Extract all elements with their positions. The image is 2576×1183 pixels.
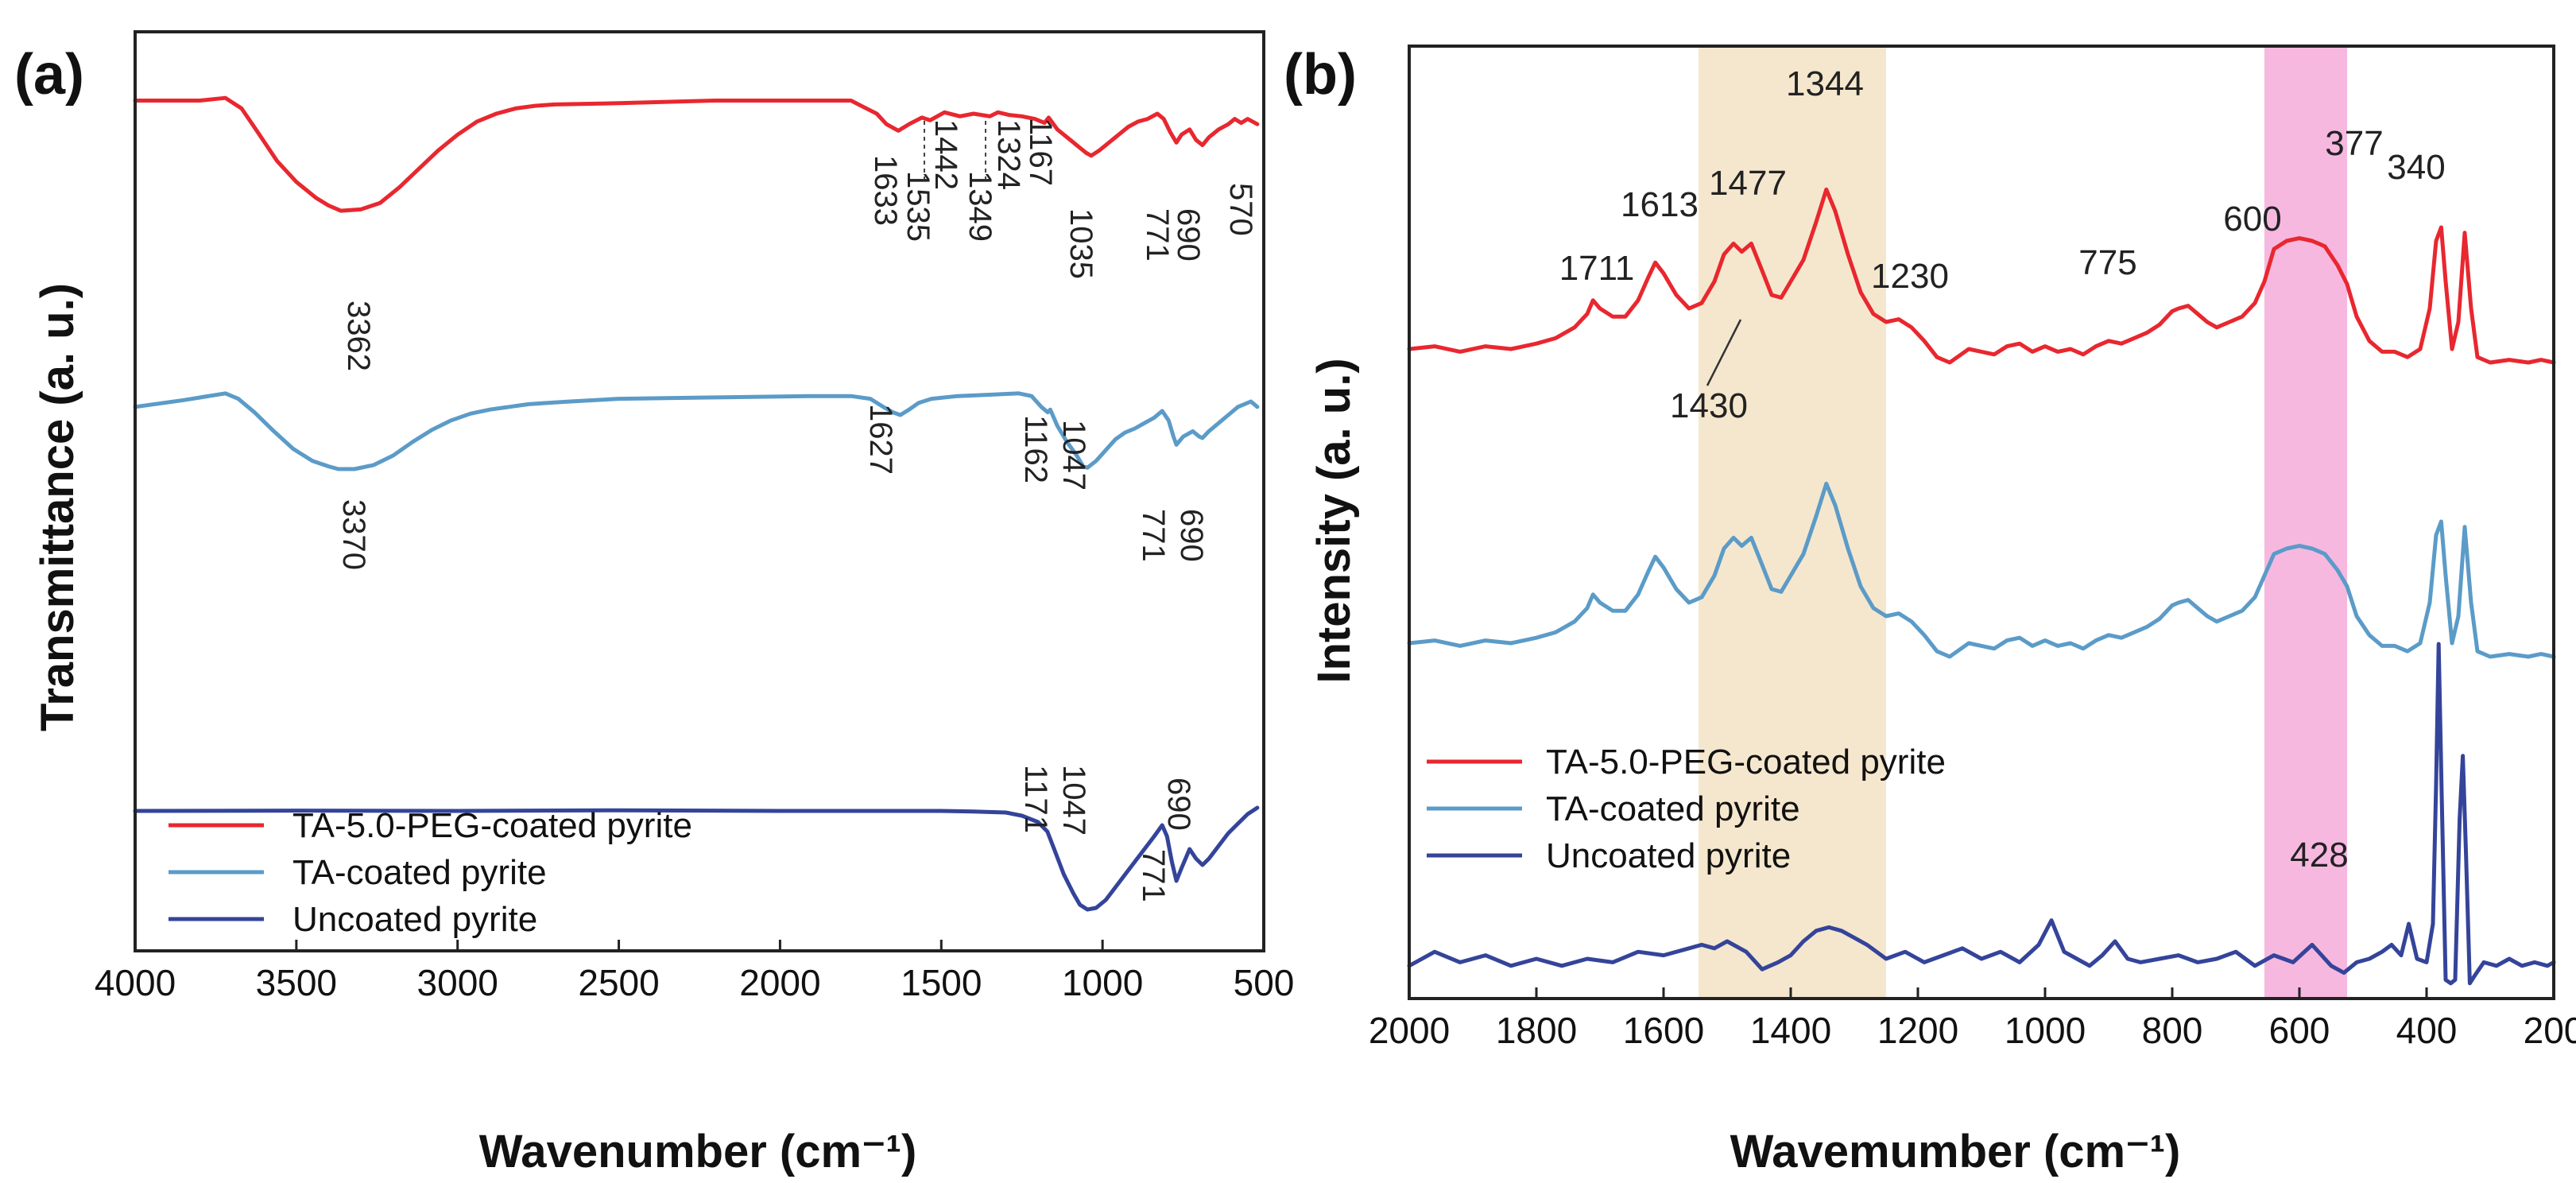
peak-label-b-600: 600 — [2223, 200, 2281, 239]
peak-label-a-uncoated-690: 690 — [1161, 778, 1196, 831]
peak-label-a-uncoated-771: 771 — [1136, 849, 1171, 902]
peak-label-a-ta-3370: 3370 — [336, 499, 371, 570]
panel-b-ticks-group: 2000 1800 1600 1400 1200 1000 800 600 400 200 — [1369, 987, 2576, 1051]
panel-a-peak-labels: 3362 1633 1535 1442 1349 1324 1167 1035 … — [336, 118, 1258, 902]
series-line-ta-coated-pyrite — [133, 391, 1260, 471]
panel-b-x-axis-title: Wavemumber (cm⁻¹) — [1730, 1126, 2181, 1177]
peak-label-a-peg-1633: 1633 — [868, 155, 903, 226]
peak-leader-b-1430 — [1706, 319, 1742, 386]
panel-b-highlight-bands — [1699, 48, 2347, 997]
peak-label-b-1711: 1711 — [1559, 249, 1635, 288]
peak-label-b-1477: 1477 — [1709, 164, 1787, 203]
legend-a-label-uncoated: Uncoated pyrite — [292, 900, 537, 939]
panel-b-plot-frame — [1408, 45, 2555, 1000]
x-tick-label: 1000 — [2005, 1010, 2086, 1051]
peak-label-a-peg-570: 570 — [1223, 183, 1258, 236]
panel-b-y-axis-title: Intensity (a. u.) — [1308, 358, 1360, 683]
x-tick-label: 2000 — [1369, 1010, 1450, 1051]
peak-label-a-peg-771: 771 — [1140, 208, 1175, 262]
peak-label-a-ta-771: 771 — [1136, 509, 1171, 562]
peak-label-a-peg-690: 690 — [1171, 208, 1206, 262]
x-tick-label: 200 — [2524, 1010, 2576, 1051]
legend-b-label-uncoated: Uncoated pyrite — [1546, 836, 1791, 875]
highlight-band-2 — [2264, 48, 2347, 997]
panel-b: (b) Intensity (a. u.) Wavemumber (cm⁻¹) … — [1284, 43, 2576, 1177]
panel-a-ticks-group: 4000 3500 3000 2500 2000 1500 1000 500 — [95, 940, 1295, 1003]
legend-b-label-ta: TA-coated pyrite — [1546, 789, 1800, 828]
peak-label-b-1613: 1613 — [1621, 185, 1699, 224]
panel-a-x-axis-title: Wavenumber (cm⁻¹) — [479, 1126, 917, 1177]
peak-label-b-1430: 1430 — [1670, 386, 1748, 425]
x-tick-label: 2000 — [739, 962, 820, 1003]
x-tick-label: 800 — [2142, 1010, 2203, 1051]
x-tick-label: 2500 — [578, 962, 659, 1003]
panel-b-series-group — [1407, 187, 2556, 986]
series-line-ta-5-0-peg-coated-pyrite — [1407, 187, 2556, 365]
legend-a-label-peg: TA-5.0-PEG-coated pyrite — [292, 806, 692, 845]
peak-label-a-uncoated-1047: 1047 — [1056, 765, 1091, 836]
peak-label-a-ta-1627: 1627 — [863, 404, 898, 475]
panel-a: (a) Transmittance (a. u.) Wavenumber (cm… — [14, 30, 1295, 1177]
peak-label-b-377: 377 — [2325, 124, 2383, 163]
peak-label-a-ta-1047: 1047 — [1056, 420, 1091, 491]
x-tick-label: 1800 — [1496, 1010, 1577, 1051]
panel-b-peak-labels: 1711 1613 1477 1344 1430 1230 775 600 37… — [1559, 64, 2446, 875]
x-tick-label: 400 — [2396, 1010, 2458, 1051]
peak-label-b-428: 428 — [2290, 836, 2348, 875]
panel-a-series-group — [133, 95, 1260, 912]
x-tick-label: 1400 — [1750, 1010, 1831, 1051]
x-tick-label: 600 — [2269, 1010, 2330, 1051]
highlight-band-1 — [1699, 48, 1886, 997]
peak-label-a-peg-1035: 1035 — [1063, 208, 1098, 279]
panel-a-y-axis-title: Transmittance (a. u.) — [32, 283, 83, 731]
peak-label-a-peg-1535: 1535 — [901, 171, 935, 242]
panel-a-plot-frame — [134, 30, 1265, 952]
panel-b-label: (b) — [1284, 43, 1357, 107]
peak-label-a-uncoated-1171: 1171 — [1018, 765, 1053, 833]
peak-label-a-peg-3362: 3362 — [341, 301, 376, 371]
x-tick-label: 1600 — [1623, 1010, 1704, 1051]
x-tick-label: 500 — [1234, 962, 1295, 1003]
peak-label-b-1230: 1230 — [1871, 257, 1949, 296]
peak-label-b-1344: 1344 — [1786, 64, 1864, 103]
x-tick-label: 1200 — [1877, 1010, 1958, 1051]
peak-label-a-peg-1442: 1442 — [928, 119, 963, 190]
peak-label-a-peg-1324: 1324 — [991, 119, 1026, 190]
legend-b-label-peg: TA-5.0-PEG-coated pyrite — [1546, 743, 1946, 782]
peak-label-a-ta-690: 690 — [1174, 509, 1209, 562]
panel-a-label: (a) — [14, 43, 84, 107]
legend-a-label-ta: TA-coated pyrite — [292, 853, 547, 892]
panel-a-legend: TA-5.0-PEG-coated pyrite TA-coated pyrit… — [169, 806, 692, 939]
peak-label-a-ta-1162: 1162 — [1018, 415, 1053, 483]
series-line-uncoated-pyrite — [133, 805, 1260, 912]
series-line-ta-5-0-peg-coated-pyrite — [133, 95, 1260, 213]
series-line-ta-coated-pyrite — [1407, 481, 2556, 659]
peak-label-b-775: 775 — [2078, 243, 2136, 282]
panel-b-legend: TA-5.0-PEG-coated pyrite TA-coated pyrit… — [1427, 743, 1946, 875]
peak-label-a-peg-1167: 1167 — [1023, 118, 1058, 186]
x-tick-label: 1000 — [1062, 962, 1143, 1003]
x-tick-label: 4000 — [95, 962, 176, 1003]
x-tick-label: 1500 — [901, 962, 982, 1003]
peak-label-a-peg-1349: 1349 — [963, 171, 997, 242]
x-tick-label: 3500 — [256, 962, 337, 1003]
series-line-uncoated-pyrite — [1407, 642, 2556, 986]
peak-label-b-340: 340 — [2387, 148, 2445, 187]
x-tick-label: 3000 — [417, 962, 498, 1003]
